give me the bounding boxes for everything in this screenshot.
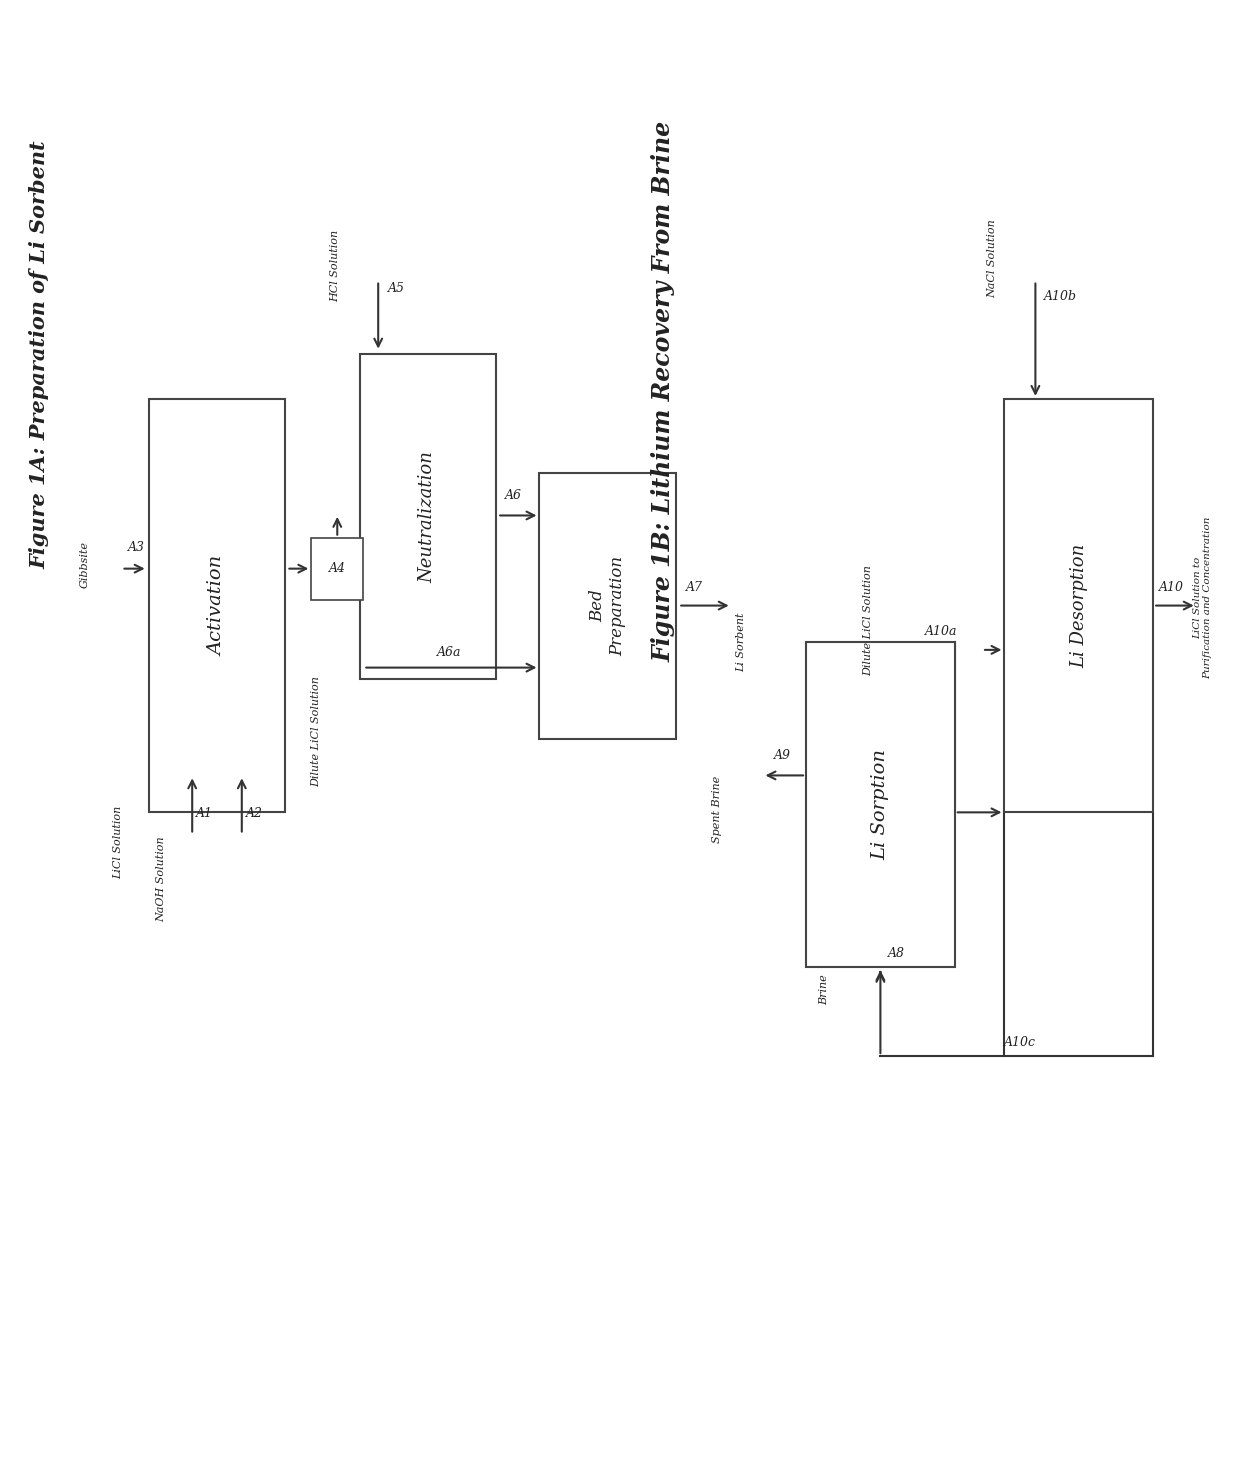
Text: Spent Brine: Spent Brine bbox=[712, 775, 722, 843]
Text: Neutralization: Neutralization bbox=[419, 450, 436, 583]
Text: A4: A4 bbox=[329, 563, 346, 575]
Text: A3: A3 bbox=[128, 541, 145, 554]
FancyBboxPatch shape bbox=[149, 399, 285, 812]
Text: Brine: Brine bbox=[820, 975, 830, 1004]
Text: LiCl Solution to
Purification and Concentration: LiCl Solution to Purification and Concen… bbox=[1193, 517, 1213, 679]
Text: Bed
Preparation: Bed Preparation bbox=[589, 555, 626, 656]
Text: A1: A1 bbox=[196, 806, 213, 820]
Text: Li Sorption: Li Sorption bbox=[872, 749, 889, 861]
Text: Li Sorbent: Li Sorbent bbox=[737, 613, 746, 672]
Text: A7: A7 bbox=[686, 580, 703, 594]
FancyBboxPatch shape bbox=[1004, 399, 1153, 812]
Text: Figure 1A: Preparation of Li Sorbent: Figure 1A: Preparation of Li Sorbent bbox=[30, 140, 50, 569]
Text: Figure 1B: Lithium Recovery From Brine: Figure 1B: Lithium Recovery From Brine bbox=[651, 121, 676, 662]
Text: NaOH Solution: NaOH Solution bbox=[156, 836, 166, 922]
Text: LiCl Solution: LiCl Solution bbox=[113, 805, 123, 879]
Text: NaCl Solution: NaCl Solution bbox=[987, 219, 997, 298]
FancyBboxPatch shape bbox=[311, 538, 363, 600]
Text: Dilute LiCl Solution: Dilute LiCl Solution bbox=[863, 564, 873, 676]
Text: Activation: Activation bbox=[208, 555, 226, 656]
Text: A6: A6 bbox=[505, 489, 522, 502]
Text: A10a: A10a bbox=[925, 625, 957, 638]
Text: A9: A9 bbox=[774, 749, 791, 762]
FancyBboxPatch shape bbox=[539, 473, 676, 738]
Text: A10c: A10c bbox=[1004, 1035, 1037, 1049]
Text: A2: A2 bbox=[246, 806, 263, 820]
Text: HCl Solution: HCl Solution bbox=[330, 230, 340, 301]
Text: Li Desorption: Li Desorption bbox=[1070, 544, 1087, 668]
Text: A8: A8 bbox=[888, 947, 905, 960]
Text: A10b: A10b bbox=[1044, 289, 1078, 303]
FancyBboxPatch shape bbox=[806, 642, 955, 967]
Text: A10: A10 bbox=[1159, 580, 1184, 594]
Text: A5: A5 bbox=[388, 282, 405, 295]
FancyBboxPatch shape bbox=[360, 354, 496, 679]
Text: Gibbsite: Gibbsite bbox=[79, 541, 89, 588]
Text: Dilute LiCl Solution: Dilute LiCl Solution bbox=[311, 675, 321, 787]
Text: A6a: A6a bbox=[436, 645, 461, 659]
